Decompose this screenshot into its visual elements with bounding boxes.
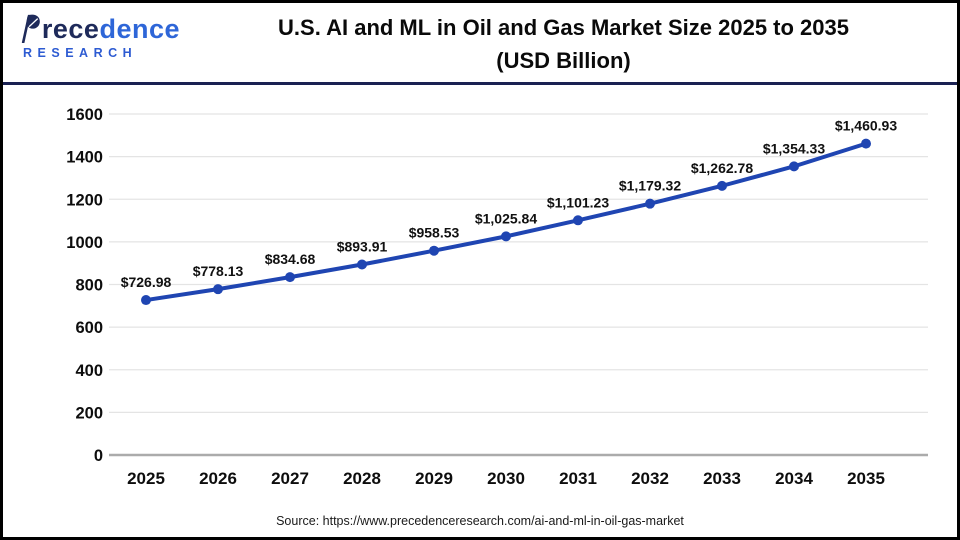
logo-brand: rece dence bbox=[20, 14, 180, 43]
data-point-label: $1,354.33 bbox=[763, 140, 825, 156]
data-point-label: $726.98 bbox=[121, 274, 172, 290]
y-tick-label: 200 bbox=[75, 404, 103, 422]
x-tick-label: 2035 bbox=[847, 469, 885, 488]
data-point-marker bbox=[573, 215, 583, 226]
data-point-label: $778.13 bbox=[193, 263, 244, 279]
x-tick-label: 2030 bbox=[487, 469, 525, 488]
data-point-label: $834.68 bbox=[265, 251, 316, 267]
data-point-marker bbox=[645, 198, 655, 209]
header: rece dence RESEARCH U.S. AI and ML in Oil… bbox=[3, 3, 957, 85]
y-tick-label: 600 bbox=[75, 319, 103, 337]
x-tick-label: 2031 bbox=[559, 469, 597, 488]
logo-brand-part2: dence bbox=[99, 14, 180, 44]
precedence-logo: rece dence RESEARCH bbox=[20, 14, 180, 60]
data-point-marker bbox=[717, 180, 727, 191]
source-note: Source: https://www.precedenceresearch.c… bbox=[276, 514, 684, 528]
data-point-label: $1,101.23 bbox=[547, 194, 609, 210]
x-tick-label: 2032 bbox=[631, 469, 669, 488]
data-point-marker bbox=[789, 161, 799, 172]
x-tick-label: 2026 bbox=[199, 469, 237, 488]
data-point-marker bbox=[285, 272, 295, 283]
x-tick-label: 2033 bbox=[703, 469, 741, 488]
data-point-marker bbox=[141, 295, 151, 306]
logo-brand-part1: rece bbox=[41, 14, 100, 44]
line-chart: 0 200 400 600 800 1000 1200 1400 1600 2025 2026 202… bbox=[66, 106, 928, 488]
data-point-label: $1,460.93 bbox=[835, 118, 897, 134]
y-tick-label: 1600 bbox=[66, 106, 103, 124]
y-tick-label: 1000 bbox=[66, 234, 103, 252]
data-point-label: $1,025.84 bbox=[475, 210, 537, 226]
logo-subbrand: RESEARCH bbox=[23, 46, 138, 60]
data-point-marker bbox=[501, 231, 511, 242]
y-tick-label: 400 bbox=[75, 362, 103, 380]
y-tick-label: 1400 bbox=[66, 149, 103, 167]
data-point-label: $1,262.78 bbox=[691, 160, 753, 176]
chart-title: U.S. AI and ML in Oil and Gas Market Siz… bbox=[278, 15, 849, 73]
x-tick-label: 2027 bbox=[271, 469, 309, 488]
y-tick-label: 800 bbox=[75, 277, 103, 295]
data-point-marker bbox=[861, 138, 871, 149]
leaf-p-icon bbox=[21, 14, 40, 43]
x-tick-label: 2029 bbox=[415, 469, 453, 488]
data-point-label: $1,179.32 bbox=[619, 178, 681, 194]
data-point-marker bbox=[429, 245, 439, 256]
y-tick-label: 0 bbox=[94, 447, 103, 465]
data-point-label: $958.53 bbox=[409, 225, 460, 241]
data-point-marker bbox=[357, 259, 367, 270]
data-point-marker bbox=[213, 284, 223, 295]
data-point-label: $893.91 bbox=[337, 238, 388, 254]
x-tick-label: 2034 bbox=[775, 469, 813, 488]
y-tick-label: 1200 bbox=[66, 191, 103, 209]
x-tick-label: 2025 bbox=[127, 469, 165, 488]
x-tick-label: 2028 bbox=[343, 469, 381, 488]
